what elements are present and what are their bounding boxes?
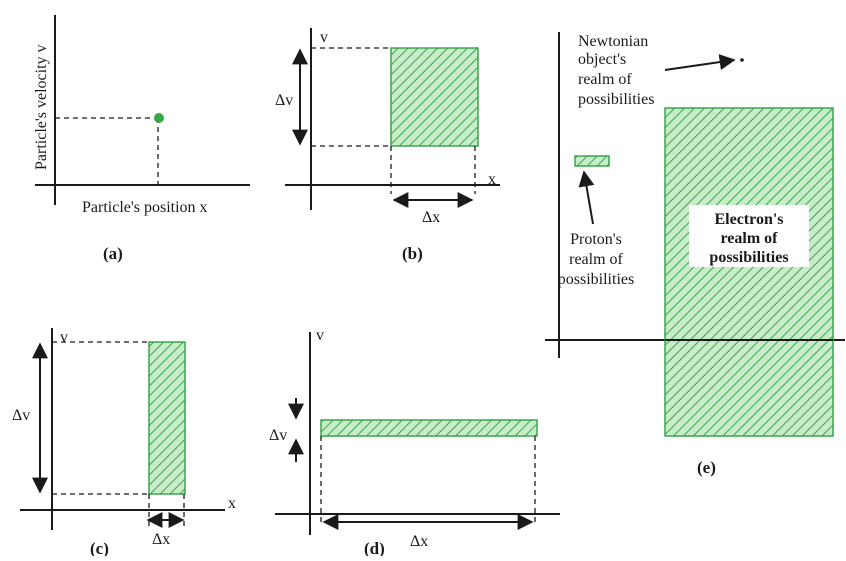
panel-c-dv-label: Δv — [12, 407, 30, 424]
panel-a: Particle's velocity v Particle's positio… — [33, 15, 250, 263]
panel-c-possibility-region — [148, 341, 186, 495]
panel-a-particle-point — [154, 113, 164, 123]
electron-label-line-3: possibilities — [709, 249, 788, 266]
panel-c-x-label: x — [228, 495, 236, 512]
proton-arrow — [578, 170, 595, 225]
panel-d: v Δv Δx (d) — [269, 327, 560, 558]
panel-a-y-axis-label: Particle's velocity v — [33, 44, 50, 170]
panel-d-v-label: v — [316, 327, 324, 344]
electron-label-line-2: realm of — [720, 230, 778, 247]
panel-d-caption: (d) — [364, 539, 385, 556]
panel-b-dx-label: Δx — [422, 209, 440, 226]
panel-b-v-label: v — [320, 29, 328, 46]
panel-b-possibility-region — [390, 47, 479, 147]
panel-c-caption: (c) — [90, 539, 109, 556]
panel-b-x-label: x — [488, 171, 496, 188]
panel-e-caption: (e) — [697, 458, 716, 477]
newtonian-label-line-2: object's — [578, 51, 626, 68]
newtonian-label-line-1: Newtonian — [578, 33, 648, 50]
panel-a-caption: (a) — [103, 244, 123, 263]
electron-label-box — [689, 205, 809, 267]
electron-possibility-region — [664, 107, 834, 437]
panel-c: v x Δv Δx (c) — [12, 328, 236, 558]
proton-label-line-2: realm of — [569, 251, 623, 268]
newtonian-label-line-3: realm of — [578, 71, 632, 88]
panel-c-dx-label: Δx — [152, 531, 170, 548]
newtonian-point — [740, 58, 744, 62]
panel-c-v-label: v — [60, 329, 68, 346]
newtonian-label-line-4: possibilities — [578, 91, 654, 108]
proton-label-line-3: possibilities — [558, 271, 634, 288]
panel-d-dv-label: Δv — [269, 427, 287, 444]
proton-possibility-region — [574, 155, 610, 167]
panel-a-x-axis-label: Particle's position x — [82, 199, 208, 216]
panel-b-caption: (b) — [402, 244, 423, 263]
electron-label-line-1: Electron's — [714, 211, 783, 228]
panel-d-dx-label: Δx — [410, 533, 428, 550]
panel-b-dv-label: Δv — [275, 92, 293, 109]
proton-label-line-1: Proton's — [570, 231, 622, 248]
panel-b: v x Δv Δx (b) — [275, 28, 500, 263]
newtonian-arrow — [664, 54, 736, 71]
panel-e: Newtonian object's realm of possibilitie… — [545, 32, 845, 477]
panel-d-possibility-region — [320, 419, 538, 437]
